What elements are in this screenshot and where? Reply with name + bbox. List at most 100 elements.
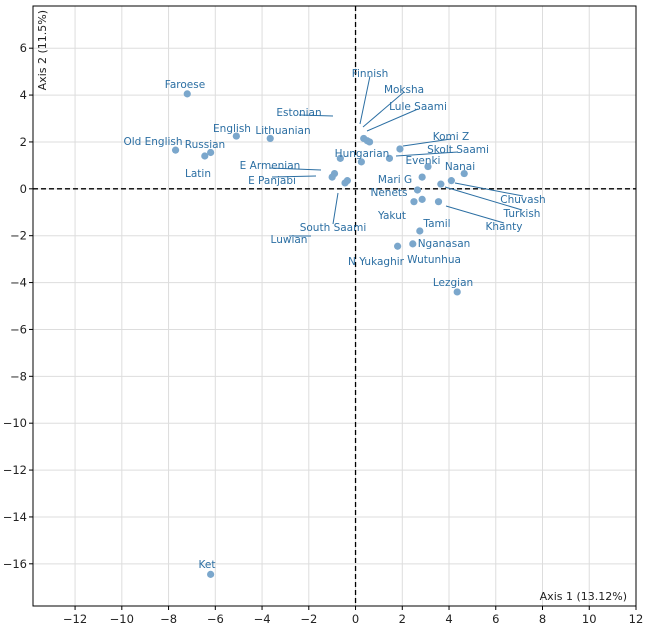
x-tick-label: 2 xyxy=(399,612,406,626)
x-tick-label: 10 xyxy=(582,612,597,626)
point-label: E Panjabi xyxy=(248,175,296,187)
data-point xyxy=(447,177,455,185)
y-tick-label: −14 xyxy=(3,510,27,524)
data-point xyxy=(357,158,365,166)
point-label: Komi Z xyxy=(433,131,469,143)
data-point xyxy=(396,145,404,153)
point-label: Faroese xyxy=(165,79,205,91)
data-point xyxy=(266,134,274,143)
y-axis-label: Axis 2 (11.5%) xyxy=(36,10,49,90)
point-label: Moksha xyxy=(384,84,424,96)
x-tick-label: 6 xyxy=(492,612,499,626)
point-label: Hungarian xyxy=(335,148,390,160)
point-label: Lule Saami xyxy=(389,101,447,113)
point-label: English xyxy=(213,123,251,135)
label-leader-line xyxy=(395,151,459,157)
data-point xyxy=(413,186,422,194)
x-tick-label: −4 xyxy=(254,612,271,626)
data-point xyxy=(207,570,215,578)
label-leader-line xyxy=(271,175,317,178)
point-label: Russian xyxy=(185,139,225,151)
point-label: Yakut xyxy=(377,210,406,222)
label-leader-line xyxy=(366,108,419,132)
y-axis-ticks: 6 4 2 0 −2 −4 −6 −8 −10 −12 −14 −16 xyxy=(3,41,33,571)
point-label: Lithuanian xyxy=(255,125,310,137)
y-tick-label: −2 xyxy=(10,229,27,243)
y-tick-label: −8 xyxy=(10,369,27,383)
data-point xyxy=(394,242,402,250)
x-axis-label: Axis 1 (13.12%) xyxy=(540,590,627,603)
data-point xyxy=(385,154,394,162)
y-tick-label: −6 xyxy=(10,322,27,336)
y-tick-label: 0 xyxy=(20,182,27,196)
point-label: Ket xyxy=(199,559,216,571)
data-point xyxy=(424,162,432,171)
y-tick-label: 4 xyxy=(20,88,27,102)
data-point xyxy=(171,146,180,154)
label-leader-line xyxy=(402,138,452,147)
label-leader-line xyxy=(445,205,505,224)
point-label: Nanai xyxy=(445,161,475,173)
data-point xyxy=(232,132,240,140)
point-label: Old English xyxy=(123,136,182,148)
data-point xyxy=(460,169,468,178)
grid xyxy=(33,6,637,606)
data-point xyxy=(418,173,426,181)
point-label: Wutunhua xyxy=(407,254,461,266)
x-tick-label: −8 xyxy=(160,612,177,626)
data-point xyxy=(410,198,418,206)
point-labels: Faroese English Old English Russian Latin Lit… xyxy=(123,68,545,571)
x-tick-label: −12 xyxy=(63,612,87,626)
label-leader-line xyxy=(269,167,322,171)
point-label: Nenets xyxy=(370,187,407,199)
data-points xyxy=(171,90,468,578)
label-leader-line xyxy=(362,91,405,128)
y-tick-label: −10 xyxy=(3,416,27,430)
data-point xyxy=(365,138,374,146)
data-point xyxy=(207,148,215,157)
plot-frame xyxy=(32,5,637,607)
data-point xyxy=(434,198,443,206)
label-leader-line xyxy=(444,186,523,211)
data-point xyxy=(416,227,424,235)
x-tick-label: 0 xyxy=(352,612,359,626)
y-tick-label: −12 xyxy=(3,463,27,477)
point-label: N Yukaghir xyxy=(348,256,405,268)
point-label: Mari G xyxy=(378,174,412,186)
point-label: Tamil xyxy=(422,218,450,230)
data-point xyxy=(453,288,461,296)
x-tick-label: 8 xyxy=(539,612,546,626)
point-label: E Armenian xyxy=(240,160,301,172)
x-axis-ticks: −12 −10 −8 −6 −4 −2 0 2 4 6 8 10 12 xyxy=(63,606,643,626)
data-point xyxy=(336,154,344,162)
x-tick-label: −2 xyxy=(300,612,317,626)
point-label: Evenki xyxy=(406,155,441,167)
data-point xyxy=(437,180,445,188)
data-point xyxy=(418,195,426,203)
x-tick-label: −6 xyxy=(207,612,224,626)
point-label: Chuvash xyxy=(500,194,545,206)
label-leaders xyxy=(269,75,524,237)
point-label: South Saami xyxy=(300,222,367,234)
point-label: Luwian xyxy=(271,234,308,246)
y-tick-label: 6 xyxy=(20,41,27,55)
label-leader-line xyxy=(454,182,524,197)
point-label: Latin xyxy=(185,168,211,180)
data-point xyxy=(328,173,336,181)
data-point xyxy=(409,240,417,248)
point-label: Finnish xyxy=(352,68,389,80)
point-label: Skolt Saami xyxy=(427,144,489,156)
point-label: Khanty xyxy=(486,221,523,233)
data-point xyxy=(183,90,191,98)
y-tick-label: 2 xyxy=(20,135,27,149)
point-label: Lezgian xyxy=(433,277,473,289)
x-tick-label: 4 xyxy=(445,612,452,626)
x-tick-label: 12 xyxy=(629,612,644,626)
label-leader-line xyxy=(359,75,371,125)
x-tick-label: −10 xyxy=(110,612,134,626)
point-label: Nganasan xyxy=(418,238,471,250)
data-point xyxy=(201,152,209,160)
y-tick-label: −4 xyxy=(10,276,27,290)
reference-lines xyxy=(33,6,636,606)
